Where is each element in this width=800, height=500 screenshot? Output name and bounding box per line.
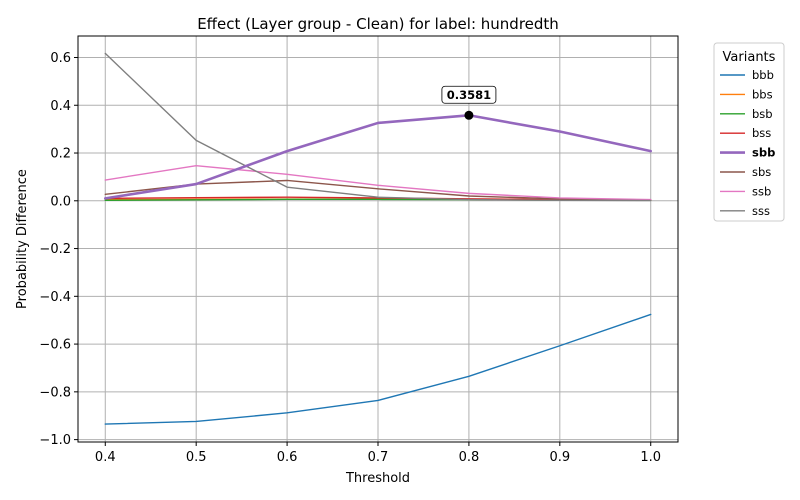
legend-label-sbs: sbs: [752, 165, 771, 179]
series-layer: [103, 52, 653, 425]
chart-title: Effect (Layer group - Clean) for label: …: [197, 15, 559, 33]
series-line-sbb: [103, 113, 653, 200]
annotation: 0.3581: [441, 85, 497, 120]
series-line-bbb: [104, 313, 652, 425]
y-axis-label: Probability Difference: [15, 169, 30, 309]
y-tick-label: 0.2: [50, 147, 71, 162]
ticks: 0.4 0.5 0.6 0.7 0.8 0.9 1.0 0.6 0.4 0.2 0.0 −0.2 −0.…: [39, 51, 661, 465]
series-line-ssb: [104, 164, 652, 201]
annotation-point: [464, 110, 474, 120]
y-tick-label: −0.8: [39, 385, 71, 400]
annotation-label: 0.3581: [447, 88, 491, 102]
x-tick-label: 0.6: [277, 450, 298, 465]
grid: [78, 36, 678, 442]
y-tick-label: 0.4: [50, 99, 71, 114]
legend-title: Variants: [723, 50, 776, 65]
series-line-sss: [104, 52, 652, 202]
x-tick-label: 0.5: [186, 450, 207, 465]
y-tick-label: 0.0: [50, 194, 71, 209]
x-tick-label: 0.8: [459, 450, 480, 465]
x-tick-label: 0.4: [95, 450, 116, 465]
series-line-bss: [104, 196, 652, 201]
legend-label-bsb: bsb: [752, 107, 773, 121]
y-tick-label: 0.6: [50, 51, 71, 66]
y-tick-label: −1.0: [39, 433, 71, 448]
legend-label-bbs: bbs: [752, 87, 773, 101]
x-axis-label: Threshold: [345, 471, 410, 486]
legend-label-ssb: ssb: [752, 184, 771, 198]
legend-label-sss: sss: [752, 204, 770, 218]
annotation-box: [441, 85, 497, 104]
legend-label-sbb: sbb: [752, 146, 775, 160]
legend-label-bss: bss: [752, 126, 771, 140]
y-tick-label: −0.6: [39, 338, 71, 353]
y-tick-label: −0.2: [39, 242, 71, 257]
legend: Variants bbb bbs bsb bss sbb sbs ssb sss: [713, 42, 785, 222]
x-tick-label: 1.0: [640, 450, 661, 465]
x-tick-label: 0.9: [549, 450, 570, 465]
y-tick-label: −0.4: [39, 290, 71, 305]
x-tick-label: 0.7: [368, 450, 389, 465]
legend-box: [713, 42, 785, 222]
legend-label-bbb: bbb: [752, 68, 774, 82]
